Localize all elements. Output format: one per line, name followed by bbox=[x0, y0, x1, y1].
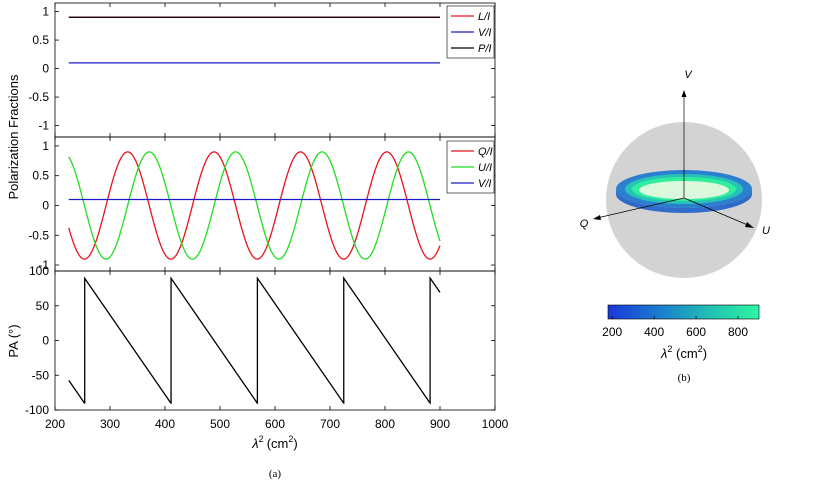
bottom-series bbox=[68, 275, 441, 405]
y-tick-label: 0 bbox=[42, 198, 49, 212]
v-axis-label: V bbox=[684, 69, 693, 81]
colorbar-label-sup: 2 bbox=[667, 344, 672, 354]
y-tick-label: 100 bbox=[29, 264, 49, 278]
caption-b: (b) bbox=[678, 372, 691, 384]
x-axis-title-sup: 2 bbox=[259, 434, 264, 444]
bottom-y-axis-title: PA (°) bbox=[6, 324, 21, 357]
q-axis-label: Q bbox=[580, 218, 589, 230]
colorbar-label-unit-sup: 2 bbox=[698, 344, 703, 354]
y-tick-label: -1 bbox=[38, 258, 49, 272]
sphere-axes bbox=[596, 95, 751, 227]
colorbar-label: λ2 (cm2) bbox=[660, 344, 707, 361]
y-tick-label: 50 bbox=[36, 299, 50, 313]
colorbar bbox=[607, 304, 760, 320]
x-tick-label: 700 bbox=[320, 417, 340, 431]
x-tick-label: 1000 bbox=[482, 417, 509, 431]
y-tick-label: 0 bbox=[42, 334, 49, 348]
v-axis-arrowhead bbox=[681, 90, 687, 97]
y-tick-label: 0.5 bbox=[32, 33, 49, 47]
x-axis-title: λ2 (cm2) bbox=[251, 434, 297, 451]
legend-label-p-over-i: P/I bbox=[478, 43, 491, 55]
q-axis-arrowhead bbox=[593, 215, 601, 220]
bottom-axes-frame bbox=[54, 270, 496, 411]
u-axis-label: U bbox=[762, 225, 770, 237]
colorbar-tick-label: 600 bbox=[686, 325, 706, 339]
legend-label-l-over-i: L/I bbox=[478, 11, 490, 23]
x-tick-label: 800 bbox=[375, 417, 395, 431]
x-axis-title-unit-sup: 2 bbox=[288, 434, 293, 444]
series-line-q-over-i bbox=[68, 151, 441, 260]
x-tick-label: 900 bbox=[430, 417, 450, 431]
colorbar-tick-label: 800 bbox=[728, 325, 748, 339]
middle-y-ticks: 1 0.5 0 -0.5 -1 bbox=[28, 139, 495, 272]
colorbar-tick-label: 400 bbox=[644, 325, 664, 339]
y-tick-label: 1 bbox=[42, 139, 49, 153]
colorbar-label-base: λ bbox=[660, 346, 667, 361]
u-axis-arrowhead bbox=[745, 222, 754, 228]
y-tick-label: -0.5 bbox=[28, 90, 49, 104]
panel-b: V Q U 200 400 600 800 λ2 (cm2) (b) bbox=[580, 69, 770, 384]
top-axes-frame bbox=[54, 2, 496, 138]
top-series bbox=[68, 16, 440, 64]
y-tick-label: 1 bbox=[42, 5, 49, 19]
x-tick-label: 500 bbox=[210, 417, 230, 431]
series-line-u-over-i bbox=[68, 151, 441, 260]
x-tick-label: 600 bbox=[265, 417, 285, 431]
middle-series bbox=[68, 151, 441, 260]
bottom-y-ticks: 100 50 0 -50 -100 bbox=[25, 264, 495, 417]
y-tick-label: -0.5 bbox=[28, 228, 49, 242]
legend-label-v-over-i-2: V/I bbox=[478, 178, 491, 190]
colorbar-tick-label: 200 bbox=[602, 325, 622, 339]
x-tick-label: 200 bbox=[45, 417, 65, 431]
y-tick-label: -50 bbox=[32, 368, 50, 382]
y-tick-label: 0 bbox=[42, 62, 49, 76]
legend-label-u-over-i: U/I bbox=[478, 162, 492, 174]
top-y-ticks: 1 0.5 0 -0.5 -1 bbox=[28, 5, 495, 133]
y-tick-label: 0.5 bbox=[32, 169, 49, 183]
legend-label-v-over-i: V/I bbox=[478, 27, 491, 39]
x-axis-title-base: λ bbox=[251, 436, 258, 451]
x-axis-title-close: ) bbox=[293, 436, 297, 451]
u-axis bbox=[683, 197, 751, 227]
y-tick-label: -100 bbox=[25, 403, 49, 417]
caption-a: (a) bbox=[269, 468, 282, 480]
colorbar-ticks: 200 400 600 800 bbox=[602, 316, 748, 339]
top-legend: L/I V/I P/I bbox=[446, 5, 495, 59]
colorbar-label-unit: (cm bbox=[672, 346, 697, 361]
q-axis bbox=[596, 197, 685, 219]
x-axis-title-unit: (cm bbox=[267, 436, 289, 451]
x-tick-label: 300 bbox=[100, 417, 120, 431]
ring-front-rim bbox=[616, 189, 752, 213]
x-ticks: 200 300 400 500 600 700 800 900 1000 bbox=[45, 3, 509, 431]
colorbar-label-close: ) bbox=[703, 346, 707, 361]
series-line-pa bbox=[68, 275, 441, 405]
y-tick-label: -1 bbox=[38, 119, 49, 133]
legend-label-q-over-i: Q/I bbox=[478, 146, 493, 158]
shared-y-axis-title: Polarization Fractions bbox=[6, 74, 21, 199]
middle-legend: Q/I U/I V/I bbox=[446, 140, 495, 194]
x-tick-label: 400 bbox=[155, 417, 175, 431]
